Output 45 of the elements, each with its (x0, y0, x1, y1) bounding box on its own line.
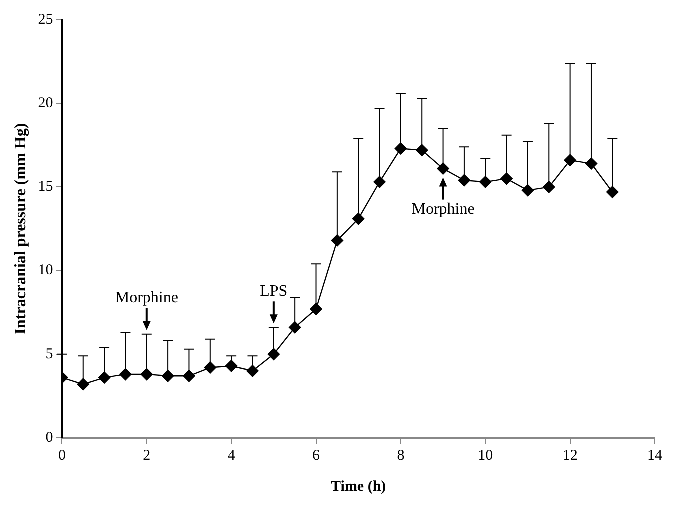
point (183, 370, 196, 382)
x-tick-label: 2 (143, 448, 151, 464)
point (246, 365, 259, 378)
point (162, 370, 174, 382)
annotation: LPS (260, 282, 288, 300)
point (543, 181, 556, 194)
point (606, 186, 619, 198)
y-tick-label: 5 (46, 346, 54, 362)
point (288, 322, 302, 334)
point (374, 176, 386, 188)
y-axis-title: Intracranial pressure (mm Hg) (12, 123, 30, 335)
y-tick-label: 10 (38, 262, 54, 279)
y-tick-label: 15 (38, 179, 54, 196)
point (204, 362, 216, 374)
x-tick-label: 14 (648, 448, 663, 464)
point (585, 158, 598, 170)
point (77, 378, 90, 391)
x-axis-title: Time (h) (331, 478, 386, 495)
annotation: Morphine (412, 201, 475, 218)
point (394, 142, 408, 155)
point (500, 172, 513, 185)
point (225, 360, 238, 372)
point (480, 176, 492, 188)
point (437, 162, 450, 175)
annotation: Morphine (115, 290, 178, 307)
x-tick-label: 8 (397, 448, 405, 464)
point (98, 372, 111, 384)
point (564, 154, 576, 167)
x-tick-label: 12 (562, 448, 578, 464)
point (458, 174, 471, 187)
point (352, 212, 365, 226)
x-tick-label: 0 (58, 448, 66, 464)
x-tick-label: 4 (228, 448, 236, 464)
x-tick-label: 10 (478, 448, 494, 464)
point (310, 303, 322, 316)
point (416, 144, 428, 157)
point (120, 368, 132, 381)
y-tick-label: 20 (38, 96, 54, 112)
point (522, 184, 534, 197)
point (268, 348, 280, 360)
y-tick-label: 25 (38, 12, 54, 28)
x-tick-label: 6 (312, 448, 321, 464)
point (140, 368, 153, 381)
y-tick-label: 0 (46, 430, 54, 446)
point (331, 234, 344, 247)
